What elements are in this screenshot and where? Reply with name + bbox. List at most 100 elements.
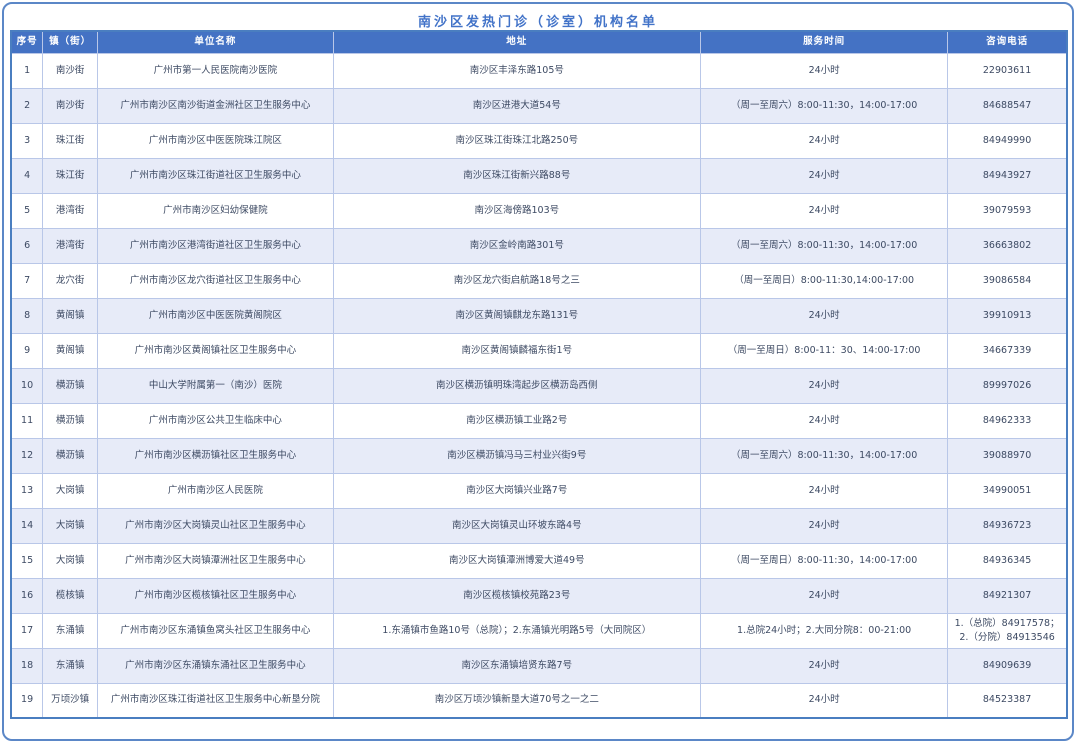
cell-index: 6 (10, 227, 44, 264)
cell-index: 13 (10, 472, 44, 509)
cell-index: 14 (10, 507, 44, 544)
cell-service-time: 24小时 (700, 297, 949, 334)
cell-unit-name: 广州市南沙区榄核镇社区卫生服务中心 (97, 577, 334, 614)
table-row: 8 黄阁镇 广州市南沙区中医医院黄阁院区 南沙区黄阁镇麒龙东路131号 24小时 3991… (10, 297, 1068, 334)
cell-phone: 39910913 (947, 297, 1068, 334)
cell-service-time: （周一至周日）8:00-11：30、14:00-17:00 (700, 332, 949, 369)
cell-phone: 34990051 (947, 472, 1068, 509)
table-row: 9 黄阁镇 广州市南沙区黄阁镇社区卫生服务中心 南沙区黄阁镇麟福东街1号 （周一至周日）… (10, 332, 1068, 369)
cell-town: 横沥镇 (42, 367, 99, 404)
cell-phone: 84936723 (947, 507, 1068, 544)
cell-service-time: 1.总院24小时；2.大同分院8：00-21:00 (700, 612, 949, 649)
cell-unit-name: 广州市南沙区大岗镇潭洲社区卫生服务中心 (97, 542, 334, 579)
cell-town: 珠江街 (42, 157, 99, 194)
cell-town: 港湾街 (42, 192, 99, 229)
cell-phone: 1.（总院）84917578；2.（分院）84913546 (947, 612, 1068, 649)
table-row: 19 万顷沙镇 广州市南沙区珠江街道社区卫生服务中心新垦分院 南沙区万顷沙镇新垦大道7… (10, 682, 1068, 719)
cell-address: 南沙区珠江街新兴路88号 (332, 157, 702, 194)
cell-service-time: 24小时 (700, 647, 949, 684)
cell-service-time: （周一至周日）8:00-11:30,14:00-17:00 (700, 262, 949, 299)
cell-service-time: 24小时 (700, 507, 949, 544)
table-row: 5 港湾街 广州市南沙区妇幼保健院 南沙区海傍路103号 24小时 39079593 (10, 192, 1068, 229)
cell-town: 南沙街 (42, 52, 99, 89)
cell-town: 龙穴街 (42, 262, 99, 299)
table-body: 1 南沙街 广州市第一人民医院南沙医院 南沙区丰泽东路105号 24小时 22903611… (10, 52, 1068, 719)
cell-address: 南沙区进港大道54号 (332, 87, 702, 124)
cell-service-time: 24小时 (700, 122, 949, 159)
cell-address: 南沙区榄核镇校苑路23号 (332, 577, 702, 614)
table-row: 15 大岗镇 广州市南沙区大岗镇潭洲社区卫生服务中心 南沙区大岗镇潭洲博爱大道49号（… (10, 542, 1068, 579)
table-row: 7 龙穴街 广州市南沙区龙穴街道社区卫生服务中心 南沙区龙穴街启航路18号之三 （周一至… (10, 262, 1068, 299)
cell-address: 南沙区大岗镇潭洲博爱大道49号 (332, 542, 702, 579)
cell-service-time: （周一至周六）8:00-11:30，14:00-17:00 (700, 437, 949, 474)
table-row: 2 南沙街 广州市南沙区南沙街道金洲社区卫生服务中心 南沙区进港大道54号 （周一至周六… (10, 87, 1068, 124)
cell-service-time: 24小时 (700, 577, 949, 614)
cell-address: 南沙区龙穴街启航路18号之三 (332, 262, 702, 299)
cell-index: 8 (10, 297, 44, 334)
cell-service-time: 24小时 (700, 682, 949, 719)
cell-unit-name: 广州市南沙区大岗镇灵山社区卫生服务中心 (97, 507, 334, 544)
table-row: 17 东涌镇 广州市南沙区东涌镇鱼窝头社区卫生服务中心 1.东涌镇市鱼路10号（总院）… (10, 612, 1068, 649)
table-row: 10 横沥镇 中山大学附属第一（南沙）医院 南沙区横沥镇明珠湾起步区横沥岛西侧 24小时… (10, 367, 1068, 404)
cell-index: 15 (10, 542, 44, 579)
cell-unit-name: 广州市南沙区东涌镇东涌社区卫生服务中心 (97, 647, 334, 684)
cell-service-time: 24小时 (700, 472, 949, 509)
cell-unit-name: 广州市南沙区公共卫生临床中心 (97, 402, 334, 439)
cell-address: 南沙区大岗镇灵山环坡东路4号 (332, 507, 702, 544)
col-header-index: 序号 (10, 30, 44, 54)
cell-town: 东涌镇 (42, 612, 99, 649)
cell-address: 南沙区横沥镇明珠湾起步区横沥岛西侧 (332, 367, 702, 404)
cell-index: 11 (10, 402, 44, 439)
cell-phone: 39088970 (947, 437, 1068, 474)
cell-town: 大岗镇 (42, 507, 99, 544)
cell-service-time: 24小时 (700, 157, 949, 194)
cell-unit-name: 广州市南沙区妇幼保健院 (97, 192, 334, 229)
table-row: 12 横沥镇 广州市南沙区横沥镇社区卫生服务中心 南沙区横沥镇冯马三村业兴街9号 （周一… (10, 437, 1068, 474)
cell-address: 南沙区海傍路103号 (332, 192, 702, 229)
cell-phone: 84909639 (947, 647, 1068, 684)
cell-index: 9 (10, 332, 44, 369)
cell-unit-name: 广州市南沙区横沥镇社区卫生服务中心 (97, 437, 334, 474)
col-header-town: 镇（街） (42, 30, 99, 54)
cell-unit-name: 广州市南沙区港湾街道社区卫生服务中心 (97, 227, 334, 264)
cell-service-time: （周一至周六）8:00-11:30，14:00-17:00 (700, 87, 949, 124)
cell-phone: 84936345 (947, 542, 1068, 579)
cell-phone: 39086584 (947, 262, 1068, 299)
cell-unit-name: 广州市南沙区中医医院珠江院区 (97, 122, 334, 159)
cell-address: 南沙区横沥镇冯马三村业兴街9号 (332, 437, 702, 474)
cell-phone: 84921307 (947, 577, 1068, 614)
cell-phone: 36663802 (947, 227, 1068, 264)
table-row: 6 港湾街 广州市南沙区港湾街道社区卫生服务中心 南沙区金岭南路301号 （周一至周六）… (10, 227, 1068, 264)
cell-town: 黄阁镇 (42, 332, 99, 369)
cell-service-time: 24小时 (700, 367, 949, 404)
table-row: 1 南沙街 广州市第一人民医院南沙医院 南沙区丰泽东路105号 24小时 22903611 (10, 52, 1068, 89)
cell-address: 南沙区东涌镇培贤东路7号 (332, 647, 702, 684)
col-header-address: 地址 (332, 30, 702, 54)
cell-town: 横沥镇 (42, 437, 99, 474)
cell-town: 万顷沙镇 (42, 682, 99, 719)
cell-town: 东涌镇 (42, 647, 99, 684)
cell-town: 黄阁镇 (42, 297, 99, 334)
cell-phone: 84962333 (947, 402, 1068, 439)
cell-index: 2 (10, 87, 44, 124)
table-row: 4 珠江街 广州市南沙区珠江街道社区卫生服务中心 南沙区珠江街新兴路88号 24小时 84… (10, 157, 1068, 194)
cell-index: 18 (10, 647, 44, 684)
table-row: 13 大岗镇 广州市南沙区人民医院 南沙区大岗镇兴业路7号 24小时 34990051 (10, 472, 1068, 509)
fever-clinic-table: 序号 镇（街） 单位名称 地址 服务时间 咨询电话 1 南沙街 广州市第一人民医院南… (10, 30, 1068, 719)
cell-town: 珠江街 (42, 122, 99, 159)
cell-service-time: （周一至周日）8:00-11:30，14:00-17:00 (700, 542, 949, 579)
cell-phone: 22903611 (947, 52, 1068, 89)
cell-unit-name: 广州市南沙区南沙街道金洲社区卫生服务中心 (97, 87, 334, 124)
table-header-row: 序号 镇（街） 单位名称 地址 服务时间 咨询电话 (10, 30, 1068, 54)
cell-town: 大岗镇 (42, 542, 99, 579)
cell-address: 南沙区珠江街珠江北路250号 (332, 122, 702, 159)
col-header-unit-name: 单位名称 (97, 30, 334, 54)
table-row: 3 珠江街 广州市南沙区中医医院珠江院区 南沙区珠江街珠江北路250号 24小时 8494… (10, 122, 1068, 159)
cell-address: 南沙区万顷沙镇新垦大道70号之一之二 (332, 682, 702, 719)
cell-unit-name: 广州市南沙区珠江街道社区卫生服务中心 (97, 157, 334, 194)
cell-service-time: 24小时 (700, 52, 949, 89)
cell-index: 3 (10, 122, 44, 159)
table-row: 11 横沥镇 广州市南沙区公共卫生临床中心 南沙区横沥镇工业路2号 24小时 849623… (10, 402, 1068, 439)
cell-town: 横沥镇 (42, 402, 99, 439)
